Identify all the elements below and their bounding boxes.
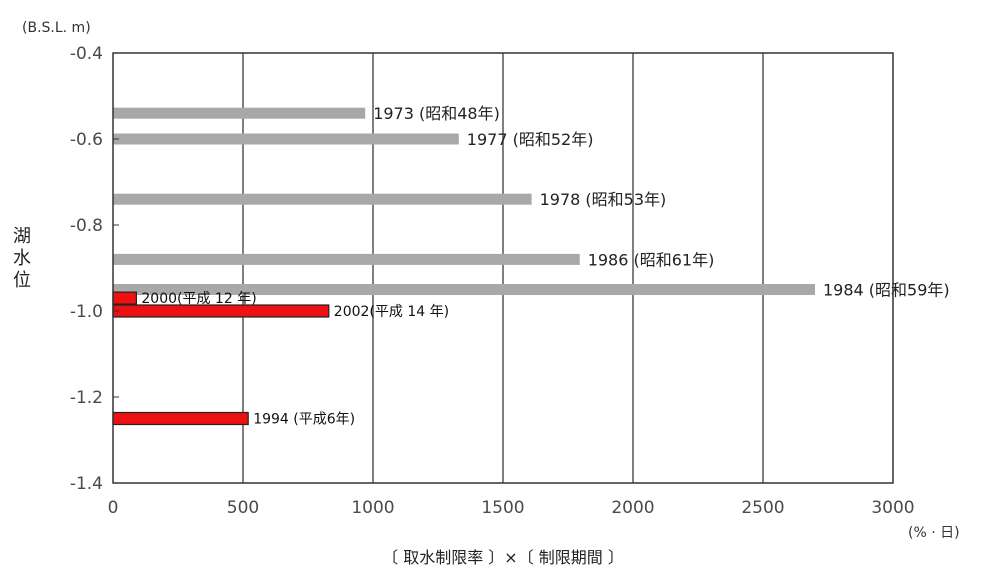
bar-label: 2002(平成 14 年) <box>334 304 449 320</box>
bar <box>113 193 532 205</box>
x-tick-label: 500 <box>227 498 259 518</box>
y-tick-label: -1.2 <box>70 388 103 408</box>
x-tick-label: 3000 <box>871 498 914 518</box>
plot-border <box>112 52 894 484</box>
y-tick-label: -1.4 <box>70 474 103 494</box>
y-tick-labels: -0.4 -0.6 -0.8 -1.0 -1.2 -1.4 <box>70 44 119 494</box>
bar <box>113 284 815 295</box>
y-unit-label: (B.S.L. m) <box>22 20 91 36</box>
grid-lines <box>242 53 764 483</box>
bar-label: 1973 (昭和48年) <box>373 104 500 123</box>
x-tick-label: 1500 <box>481 498 524 518</box>
x-tick-label: 2000 <box>611 498 654 518</box>
y-tick-label: -0.6 <box>70 130 103 150</box>
x-tick-label: 2500 <box>741 498 784 518</box>
bar-label: 1986 (昭和61年) <box>588 250 715 269</box>
bar <box>112 411 249 426</box>
x-unit-label: (% · 日) <box>908 525 960 541</box>
x-tick-label: 0 <box>108 498 119 518</box>
x-axis-title: 〔 取水制限率 〕×〔 制限期間 〕 <box>382 548 624 567</box>
bar-label: 1977 (昭和52年) <box>467 130 594 149</box>
bar <box>113 107 366 119</box>
y-tick-label: -0.8 <box>70 216 103 236</box>
x-tick-labels: 0 500 1000 1500 2000 2500 3000 <box>108 498 915 518</box>
bar-label: 1978 (昭和53年) <box>540 190 667 209</box>
x-tick-label: 1000 <box>351 498 394 518</box>
bars <box>112 107 815 426</box>
y-tick-label: -1.0 <box>70 302 103 322</box>
bar-labels: 1973 (昭和48年) 1977 (昭和52年) 1978 (昭和53年) 1986… <box>141 104 949 427</box>
bar <box>113 133 459 145</box>
y-tick-label: -0.4 <box>70 44 103 64</box>
bar-label: 2000(平成 12 年) <box>141 291 256 307</box>
bar <box>113 253 580 265</box>
bar-label: 1984 (昭和59年) <box>823 281 950 300</box>
bar <box>112 291 137 305</box>
y-axis-title: 湖水位 <box>13 226 31 291</box>
bar-label: 1994 (平成6年) <box>253 412 355 428</box>
